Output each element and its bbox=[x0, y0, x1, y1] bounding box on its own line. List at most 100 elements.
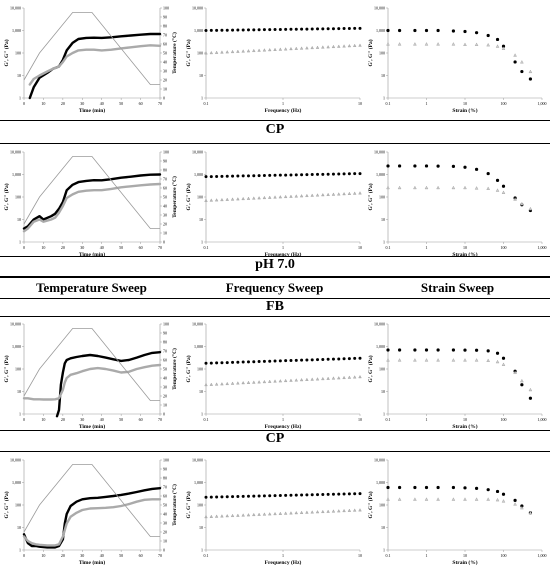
loss-modulus-point bbox=[326, 45, 330, 49]
storage-modulus-point bbox=[413, 485, 417, 490]
storage-modulus-point bbox=[342, 357, 346, 361]
loss-modulus-point bbox=[436, 497, 440, 501]
storage-modulus-point bbox=[386, 28, 390, 33]
storage-modulus-point bbox=[326, 27, 330, 31]
y-tick-label: 1,000 bbox=[194, 28, 203, 34]
storage-modulus-point bbox=[331, 357, 335, 361]
storage-modulus-point bbox=[310, 173, 314, 177]
loss-modulus-point bbox=[209, 198, 213, 202]
storage-modulus-point bbox=[305, 358, 309, 362]
loss-modulus-point bbox=[358, 43, 362, 47]
y-tick-label: 10,000 bbox=[10, 458, 21, 464]
storage-modulus-point bbox=[204, 175, 208, 179]
y-tick-label: 1,000 bbox=[12, 344, 21, 350]
storage-modulus-point bbox=[305, 493, 309, 497]
loss-modulus-point bbox=[326, 509, 330, 513]
x-tick-label: 30 bbox=[80, 417, 84, 422]
storage-modulus-point bbox=[337, 492, 341, 496]
loss-modulus-point bbox=[513, 370, 517, 374]
loss-modulus-point bbox=[495, 359, 500, 364]
storage-modulus-point bbox=[273, 494, 277, 498]
y-tick-label: 10,000 bbox=[374, 322, 385, 328]
storage-modulus-point bbox=[495, 37, 500, 42]
y-tick-label: 1,000 bbox=[376, 480, 385, 486]
y-tick-label: 100 bbox=[197, 195, 203, 200]
x-tick-label: 100 bbox=[501, 553, 507, 558]
loss-modulus-point bbox=[495, 44, 500, 48]
x-tick-label: 1,000 bbox=[538, 101, 547, 107]
storage-modulus-point bbox=[294, 358, 298, 362]
y-tick-label: 10,000 bbox=[10, 322, 21, 328]
loss-modulus-point bbox=[413, 358, 417, 362]
loss-modulus-point bbox=[289, 511, 293, 515]
strain-sweep-chart-4: 1 10 100 1,000 10,000 0.1 1 10 100 1,000 Strain (%… bbox=[366, 454, 547, 567]
y2-axis-label: Temperature (°C) bbox=[171, 176, 178, 218]
storage-modulus-point bbox=[397, 348, 402, 352]
loss-modulus-point bbox=[528, 206, 533, 211]
y2-tick-label: 60 bbox=[163, 42, 167, 47]
loss-modulus-point bbox=[353, 43, 357, 47]
x-tick-label: 10 bbox=[463, 101, 467, 106]
x-tick-label: 10 bbox=[358, 101, 362, 106]
loss-modulus-point bbox=[273, 195, 277, 199]
y2-tick-label: 80 bbox=[163, 476, 167, 481]
storage-modulus-line bbox=[22, 487, 162, 549]
storage-modulus-point bbox=[424, 485, 429, 490]
y-tick-label: 1 bbox=[383, 412, 385, 417]
x-tick-label: 1 bbox=[282, 553, 284, 558]
loss-modulus-point bbox=[278, 47, 282, 51]
y-axis-label: G', G'' (Pa) bbox=[367, 183, 374, 210]
storage-modulus-point bbox=[337, 27, 341, 31]
y2-tick-label: 30 bbox=[163, 385, 167, 390]
temperature-sweep-chart-2: 1 10 100 1,000 10,000 0 10 20 30 40 50 60 70 0 10 20 30 4… bbox=[2, 146, 182, 259]
x-tick-label: 10 bbox=[463, 417, 467, 422]
loss-modulus-point bbox=[278, 511, 282, 515]
y-tick-label: 1 bbox=[19, 240, 21, 245]
x-axis-label: Frequency (Hz) bbox=[265, 423, 302, 430]
y-tick-label: 1,000 bbox=[12, 480, 21, 486]
storage-modulus-point bbox=[326, 357, 330, 361]
y2-tick-label: 10 bbox=[163, 403, 167, 408]
loss-modulus-point bbox=[331, 44, 336, 48]
storage-modulus-point bbox=[451, 485, 456, 490]
x-tick-label: 0.1 bbox=[204, 245, 209, 250]
loss-modulus-point bbox=[310, 510, 314, 514]
loss-modulus-point bbox=[520, 378, 524, 383]
storage-modulus-point bbox=[246, 174, 250, 178]
x-tick-label: 0.1 bbox=[386, 245, 391, 250]
storage-modulus-point bbox=[310, 493, 314, 497]
x-tick-label: 40 bbox=[100, 245, 104, 250]
x-tick-label: 0.1 bbox=[204, 553, 209, 558]
y2-tick-label: 30 bbox=[163, 69, 167, 74]
y2-tick-label: 80 bbox=[163, 340, 167, 345]
storage-modulus-point bbox=[268, 494, 272, 498]
loss-modulus-point bbox=[299, 194, 304, 198]
loss-modulus-point bbox=[342, 508, 346, 513]
loss-modulus-point bbox=[386, 42, 390, 46]
y2-tick-label: 40 bbox=[163, 60, 167, 65]
frequency-sweep-chart-4: 1 10 100 1,000 10,000 0.1 1 10 Frequency (Hz) G',… bbox=[184, 454, 364, 567]
x-axis-label: Time (min) bbox=[79, 559, 105, 566]
storage-modulus-point bbox=[321, 27, 325, 31]
storage-modulus-point bbox=[528, 396, 533, 400]
loss-modulus-point bbox=[513, 53, 517, 57]
y-tick-label: 1 bbox=[383, 240, 385, 245]
storage-modulus-point bbox=[474, 348, 479, 352]
y-tick-label: 1 bbox=[19, 96, 21, 101]
divider bbox=[0, 256, 550, 257]
storage-modulus-point bbox=[300, 358, 304, 362]
x-tick-label: 70 bbox=[158, 553, 162, 558]
x-tick-label: 70 bbox=[158, 417, 162, 422]
loss-modulus-point bbox=[225, 197, 229, 201]
loss-modulus-point bbox=[436, 358, 440, 362]
loss-modulus-point bbox=[358, 375, 362, 379]
loss-modulus-point bbox=[436, 42, 440, 46]
loss-modulus-point bbox=[386, 497, 390, 501]
loss-modulus-point bbox=[474, 42, 479, 46]
storage-modulus-point bbox=[495, 489, 500, 494]
y2-tick-label: 90 bbox=[163, 331, 167, 336]
storage-modulus-point bbox=[215, 361, 219, 365]
y-tick-label: 1,000 bbox=[194, 480, 203, 486]
y-tick-label: 10 bbox=[381, 217, 385, 222]
storage-modulus-point bbox=[358, 356, 362, 360]
